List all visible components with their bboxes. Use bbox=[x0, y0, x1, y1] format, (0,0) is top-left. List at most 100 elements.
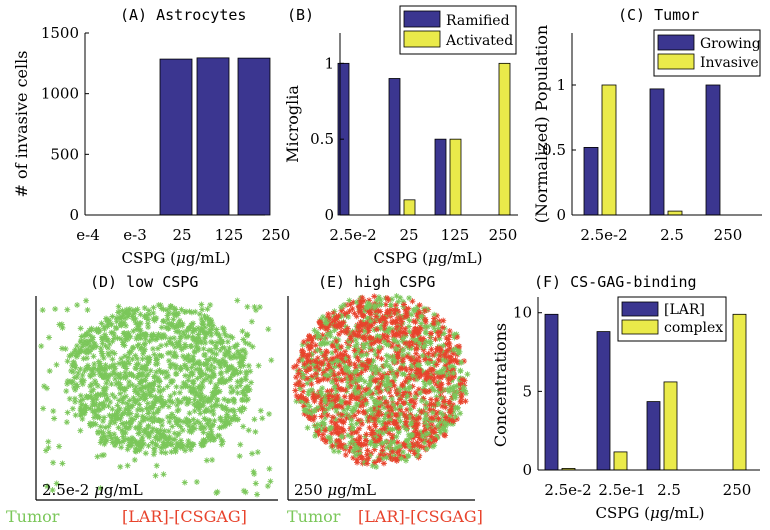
cell-E bbox=[353, 400, 360, 407]
cell-E bbox=[446, 407, 453, 414]
cell-E bbox=[380, 430, 387, 437]
cell-E bbox=[386, 354, 393, 361]
cell-E bbox=[426, 360, 433, 367]
cell-E bbox=[423, 431, 430, 438]
tumor-cell-D bbox=[99, 366, 106, 373]
cell-E bbox=[353, 367, 360, 374]
tumor-cell-D bbox=[196, 406, 203, 413]
cell-E bbox=[346, 342, 353, 349]
tumor-cell-D bbox=[221, 362, 228, 369]
cell-E bbox=[370, 436, 377, 443]
tumor-cell-D bbox=[132, 424, 139, 431]
cell-E bbox=[450, 408, 457, 415]
cell-E bbox=[348, 433, 355, 440]
title-D: (D) low CSPG bbox=[90, 273, 198, 291]
cell-E bbox=[399, 409, 406, 416]
cell-E bbox=[385, 380, 392, 387]
cell-E bbox=[373, 313, 380, 320]
tumor-cell-D bbox=[208, 325, 215, 332]
tumor-cell-D bbox=[196, 420, 203, 427]
tumor-cell-D bbox=[218, 436, 225, 443]
cell-E bbox=[431, 436, 438, 443]
tumor-cell-D bbox=[165, 428, 172, 435]
legend-F: [LAR]complex bbox=[617, 296, 727, 342]
tumor-cell-D bbox=[208, 374, 215, 381]
cell-E bbox=[338, 403, 345, 410]
tumor-cell-D bbox=[119, 438, 126, 445]
cell-E bbox=[334, 342, 341, 349]
tumor-cell-D bbox=[197, 387, 204, 394]
tumor-cell-D bbox=[218, 402, 225, 409]
tumor-cell-D bbox=[203, 457, 210, 464]
tumor-cell-D bbox=[97, 345, 104, 352]
cell-E bbox=[312, 432, 319, 439]
tumor-cell-D bbox=[116, 384, 123, 391]
tumor-cell-D bbox=[223, 368, 230, 375]
tumor-cell-D bbox=[211, 402, 218, 409]
cell-E bbox=[298, 393, 305, 400]
cell-E bbox=[306, 332, 313, 339]
cell-E bbox=[352, 343, 359, 350]
cell-E bbox=[390, 333, 397, 340]
cell-E bbox=[338, 366, 345, 373]
cell-E bbox=[387, 454, 394, 461]
x-tick-label-B: 250 bbox=[489, 226, 518, 244]
tumor-cell-D bbox=[225, 414, 232, 421]
tumor-cell-D bbox=[157, 342, 164, 349]
cell-E bbox=[303, 366, 310, 373]
tumor-cell-D bbox=[209, 456, 216, 463]
tumor-cell-D bbox=[140, 390, 147, 397]
cell-E bbox=[322, 427, 329, 434]
cell-E bbox=[343, 328, 350, 335]
tumor-cell-D bbox=[137, 311, 144, 318]
cell-E bbox=[394, 339, 401, 346]
title-A: (A) Astrocytes bbox=[120, 6, 246, 24]
tumor-cell-D bbox=[49, 487, 56, 494]
tumor-cell-D bbox=[124, 358, 131, 365]
tumor-cell-D bbox=[70, 384, 77, 391]
cell-E bbox=[372, 366, 379, 373]
tumor-cell-D bbox=[112, 442, 119, 449]
tumor-cell-D bbox=[74, 383, 81, 390]
tumor-cell-D bbox=[53, 480, 60, 487]
cell-E bbox=[418, 408, 425, 415]
tumor-cell-D bbox=[102, 424, 109, 431]
cell-E bbox=[388, 343, 395, 350]
cell-E bbox=[311, 327, 318, 334]
tumor-cell-D bbox=[233, 367, 240, 374]
cell-E bbox=[344, 405, 351, 412]
cell-E bbox=[323, 356, 330, 363]
cell-E bbox=[381, 415, 388, 422]
tumor-cell-D bbox=[219, 324, 226, 331]
tumor-cell-D bbox=[138, 437, 145, 444]
cell-E bbox=[393, 420, 400, 427]
tumor-cell-D bbox=[77, 404, 84, 411]
cell-E bbox=[382, 301, 389, 308]
cell-E bbox=[389, 328, 396, 335]
tumor-cell-D bbox=[241, 353, 248, 360]
tumor-cell-D bbox=[71, 395, 78, 402]
tumor-cell-D bbox=[137, 420, 144, 427]
tumor-cell-D bbox=[150, 410, 157, 417]
tumor-cell-D bbox=[123, 306, 130, 313]
tumor-cell-D bbox=[210, 436, 217, 443]
cell-E bbox=[409, 443, 416, 450]
tumor-cell-D bbox=[83, 297, 90, 304]
cell-E bbox=[335, 411, 342, 418]
cell-E bbox=[347, 301, 354, 308]
tumor-cell-D bbox=[145, 316, 152, 323]
y-tick-label-A: 0 bbox=[69, 206, 79, 224]
tumor-cell-D bbox=[137, 406, 144, 413]
cell-E bbox=[368, 362, 375, 369]
cell-E bbox=[312, 342, 319, 349]
tumor-cell-D bbox=[207, 301, 214, 308]
cell-E bbox=[413, 412, 420, 419]
tumor-cell-D bbox=[160, 331, 167, 338]
tumor-cell-D bbox=[112, 375, 119, 382]
tumor-cell-D bbox=[203, 330, 210, 337]
tumor-cell-D bbox=[206, 326, 213, 333]
cell-E bbox=[383, 454, 390, 461]
cell-E bbox=[402, 325, 409, 332]
cell-E bbox=[399, 329, 406, 336]
tumor-cell-D bbox=[149, 336, 156, 343]
